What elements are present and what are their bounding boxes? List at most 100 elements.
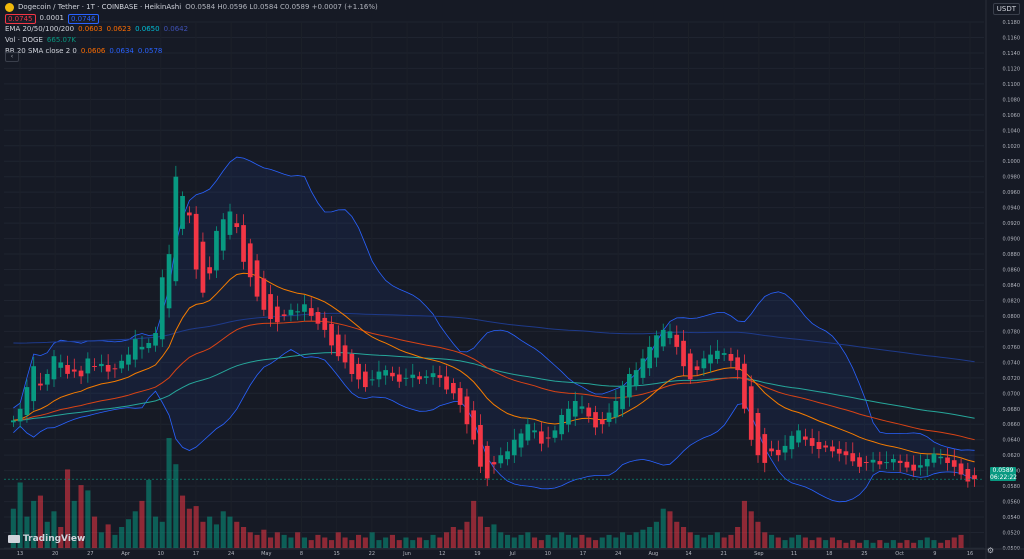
volume-bar: [444, 532, 450, 548]
candle-body: [119, 360, 124, 369]
bollinger-band-fill: [13, 157, 975, 502]
candle-body: [606, 412, 612, 422]
candle-body: [464, 396, 470, 425]
volume-bar: [491, 524, 497, 548]
volume-value: 665.07K: [46, 36, 76, 44]
volume-bar: [518, 534, 524, 548]
volume-bar: [816, 537, 822, 548]
volume-bar: [647, 527, 653, 548]
bb-value-1: 0.0606: [80, 47, 106, 55]
volume-bar: [356, 534, 362, 548]
x-tick-label: Jul: [509, 551, 516, 557]
volume-bar: [173, 464, 179, 548]
x-tick-label: May: [261, 551, 271, 557]
volume-bar: [213, 524, 219, 548]
volume-row[interactable]: Vol · DOGE 665.07K: [5, 35, 378, 46]
candle-body: [640, 358, 646, 378]
volume-bar: [511, 537, 517, 548]
volume-bar: [437, 537, 443, 548]
y-tick-label: 0.0520: [1003, 531, 1021, 537]
volume-bar: [389, 534, 395, 548]
candle-body: [884, 462, 889, 464]
volume-bar: [65, 469, 71, 548]
candle-body: [451, 383, 456, 394]
candle-body: [870, 459, 876, 463]
ema-row[interactable]: EMA 20/50/100/200 0.0603 0.0623 0.0650 0…: [5, 24, 378, 35]
candle-body: [850, 453, 856, 462]
y-tick-label: 0.0820: [1003, 298, 1021, 304]
candle-body: [809, 438, 815, 446]
currency-selector[interactable]: USDT: [992, 3, 1020, 15]
volume-bar: [227, 516, 233, 548]
volume-bar: [552, 537, 558, 548]
candle-body: [877, 461, 883, 465]
volume-bar: [755, 521, 761, 548]
y-tick-label: 0.0840: [1003, 283, 1021, 289]
volume-bar: [464, 521, 470, 548]
x-tick-label: 24: [228, 551, 234, 557]
candle-body: [498, 455, 504, 464]
volume-bar: [593, 540, 599, 548]
candle-body: [126, 354, 131, 365]
candle-body: [620, 385, 625, 410]
volume-bar: [545, 534, 551, 548]
volume-bar: [701, 537, 707, 548]
candle-body: [288, 309, 294, 316]
candle-body: [390, 372, 395, 377]
candle-body: [748, 386, 754, 440]
candle-body: [281, 314, 287, 316]
volume-bar: [71, 500, 77, 548]
volume-bar: [857, 542, 863, 548]
y-tick-label: 0.0580: [1003, 484, 1021, 490]
volume-bar: [85, 490, 91, 548]
x-tick-label: Apr: [121, 551, 131, 557]
candle-body: [958, 463, 964, 475]
bid-chip[interactable]: 0.0745: [5, 13, 36, 24]
volume-bar: [586, 537, 592, 548]
candle-body: [579, 406, 585, 409]
candle-body: [430, 373, 436, 378]
volume-label: Vol · DOGE: [5, 36, 43, 44]
volume-bar: [775, 537, 781, 548]
symbol-title[interactable]: Dogecoin / Tether · 1T · COINBASE · Heik…: [18, 3, 182, 11]
candle-body: [207, 267, 212, 274]
ohlc-values: O0.0584 H0.0596 L0.0584 C0.0589 +0.0007 …: [185, 3, 378, 11]
y-tick-label: 0.0660: [1003, 422, 1021, 428]
y-tick-label: 0.0920: [1003, 221, 1021, 227]
candle-body: [200, 241, 206, 293]
tradingview-logo[interactable]: TradingView: [8, 534, 85, 544]
volume-bar: [281, 534, 287, 548]
bb-row[interactable]: BB 20 SMA close 2 0 0.0606 0.0634 0.0578: [5, 46, 378, 57]
gear-icon[interactable]: ⚙: [986, 546, 994, 555]
collapse-legend-button[interactable]: ‹: [5, 52, 19, 62]
candle-body: [647, 346, 652, 369]
y-tick-label: 0.1020: [1003, 144, 1021, 150]
volume-bar: [247, 532, 253, 548]
volume-bar: [870, 542, 876, 548]
candle-body: [843, 451, 849, 456]
volume-bar: [626, 534, 632, 548]
volume-bar: [721, 537, 727, 548]
volume-bar: [457, 529, 463, 548]
volume-bar: [904, 540, 910, 548]
y-tick-label: 0.1120: [1003, 66, 1021, 72]
volume-bar: [951, 537, 957, 548]
ask-chip[interactable]: 0.0746: [68, 13, 99, 24]
y-tick-label: 0.1100: [1003, 82, 1021, 88]
candle-body: [891, 459, 896, 463]
candle-body: [417, 376, 422, 380]
dogecoin-icon: [5, 3, 14, 12]
x-tick-label: 19: [474, 551, 480, 557]
volume-bar: [782, 540, 788, 548]
volume-bar: [945, 540, 951, 548]
candle-body: [99, 363, 104, 367]
candle-body: [478, 425, 483, 467]
volume-bar: [829, 537, 835, 548]
volume-bar: [322, 537, 328, 548]
candle-body: [823, 445, 828, 448]
candle-body: [803, 436, 808, 440]
bid-ask-row: 0.0745 0.0001 0.0746: [5, 13, 378, 24]
candle-body: [153, 333, 158, 346]
volume-bar: [362, 537, 368, 548]
